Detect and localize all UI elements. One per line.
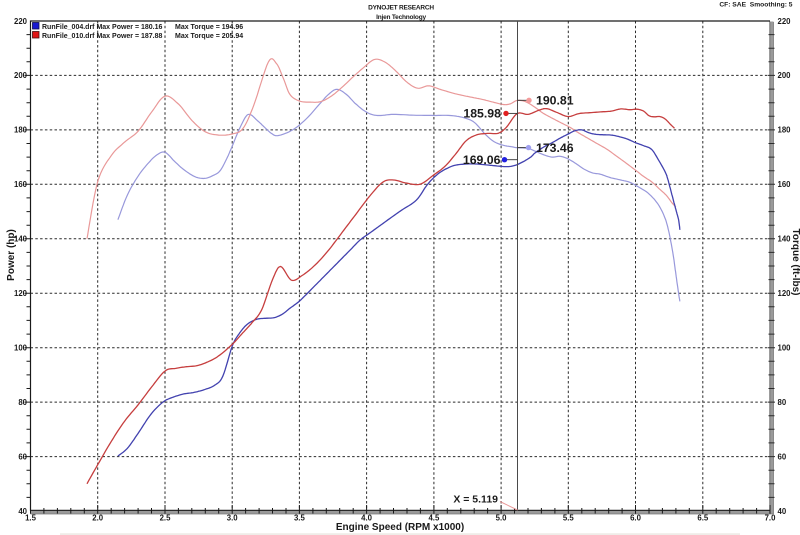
svg-text:160: 160 bbox=[778, 180, 792, 189]
svg-text:3.0: 3.0 bbox=[227, 514, 239, 523]
svg-text:160: 160 bbox=[14, 180, 28, 189]
svg-text:190.81: 190.81 bbox=[536, 94, 574, 108]
svg-text:7.0: 7.0 bbox=[765, 514, 777, 523]
svg-text:6.5: 6.5 bbox=[697, 514, 709, 523]
svg-text:185.98: 185.98 bbox=[463, 107, 501, 121]
svg-text:60: 60 bbox=[18, 452, 27, 461]
svg-text:6.0: 6.0 bbox=[630, 514, 642, 523]
svg-text:3.5: 3.5 bbox=[294, 514, 306, 523]
svg-text:180: 180 bbox=[14, 126, 28, 135]
svg-text:1.5: 1.5 bbox=[25, 514, 37, 523]
svg-text:RunFile_004.drf Max Power = 18: RunFile_004.drf Max Power = 180.16 bbox=[42, 24, 163, 31]
svg-text:200: 200 bbox=[14, 71, 28, 80]
svg-text:Power (hp): Power (hp) bbox=[6, 229, 17, 281]
svg-text:CF: SAE Smoothing: 5: CF: SAE Smoothing: 5 bbox=[719, 2, 792, 9]
svg-text:4.5: 4.5 bbox=[428, 514, 440, 523]
svg-text:Injen Technology: Injen Technology bbox=[376, 14, 426, 21]
svg-text:220: 220 bbox=[778, 17, 792, 26]
svg-text:120: 120 bbox=[14, 289, 28, 298]
svg-text:220: 220 bbox=[14, 17, 28, 26]
svg-text:40: 40 bbox=[18, 507, 27, 516]
svg-text:Engine Speed (RPM x1000): Engine Speed (RPM x1000) bbox=[336, 522, 464, 533]
svg-text:173.46: 173.46 bbox=[536, 141, 574, 155]
svg-text:40: 40 bbox=[778, 507, 787, 516]
svg-text:60: 60 bbox=[778, 452, 787, 461]
svg-text:80: 80 bbox=[778, 398, 787, 407]
svg-text:4.0: 4.0 bbox=[361, 514, 373, 523]
svg-text:5.0: 5.0 bbox=[496, 514, 508, 523]
svg-text:169.06: 169.06 bbox=[463, 153, 501, 167]
svg-text:200: 200 bbox=[778, 71, 792, 80]
svg-text:140: 140 bbox=[14, 235, 28, 244]
svg-text:Torque (ft-lbs): Torque (ft-lbs) bbox=[790, 228, 800, 295]
svg-text:140: 140 bbox=[778, 235, 792, 244]
svg-text:Max Torque = 205.94: Max Torque = 205.94 bbox=[175, 33, 243, 40]
svg-text:5.5: 5.5 bbox=[563, 514, 575, 523]
svg-text:2.5: 2.5 bbox=[160, 514, 172, 523]
svg-text:X = 5.119: X = 5.119 bbox=[453, 494, 498, 506]
svg-text:180: 180 bbox=[778, 126, 792, 135]
svg-text:80: 80 bbox=[18, 398, 27, 407]
svg-text:Max Torque = 194.96: Max Torque = 194.96 bbox=[175, 24, 243, 31]
svg-text:DYNOJET RESEARCH: DYNOJET RESEARCH bbox=[368, 5, 434, 12]
svg-text:RunFile_010.drf Max Power = 18: RunFile_010.drf Max Power = 187.88 bbox=[42, 33, 163, 40]
svg-text:2.0: 2.0 bbox=[92, 514, 104, 523]
svg-text:100: 100 bbox=[14, 344, 28, 353]
svg-text:120: 120 bbox=[778, 289, 792, 298]
svg-text:100: 100 bbox=[778, 344, 792, 353]
